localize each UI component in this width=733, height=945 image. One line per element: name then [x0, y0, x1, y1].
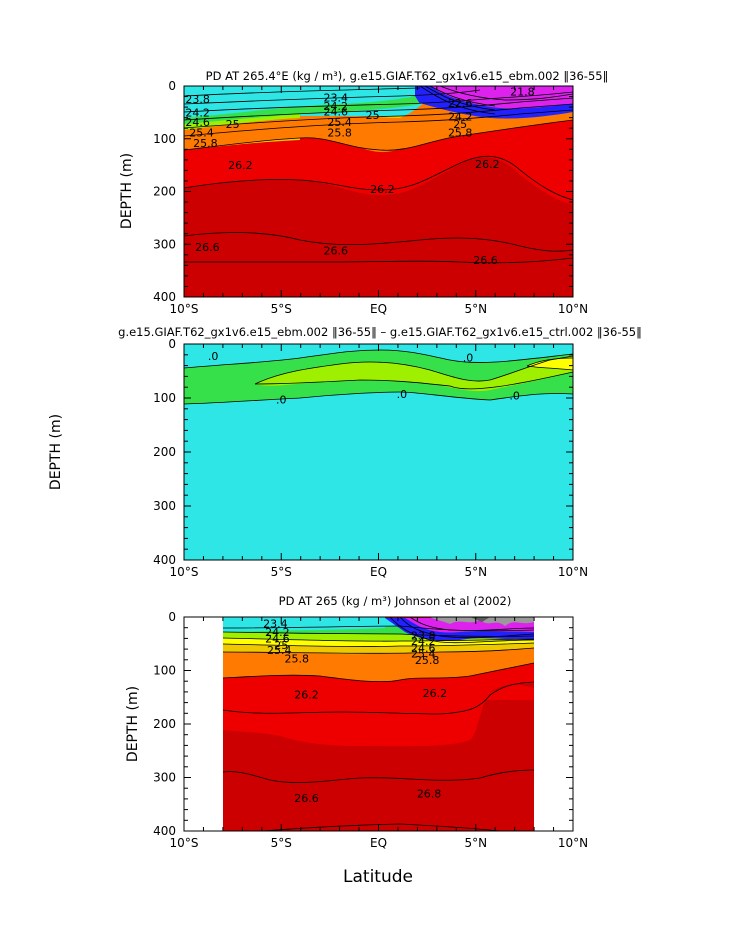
- contour-label: 21.8: [510, 85, 535, 98]
- contour-label: 24.2: [448, 111, 473, 124]
- x-tick-label: 10°S: [170, 836, 199, 850]
- panel-2-ylabel: DEPTH (m): [48, 414, 64, 490]
- contour-label: 25.4: [327, 116, 352, 129]
- contour-label: 25: [453, 118, 467, 131]
- x-tick-label: 5°N: [464, 565, 487, 579]
- y-tick-label: 400: [153, 824, 176, 838]
- y-tick-label: 300: [153, 499, 176, 513]
- panel-3-title: PD AT 265 (kg / m³) Johnson et al (2002): [279, 594, 512, 608]
- x-tick-label: 10°S: [170, 565, 199, 579]
- panel-2-contour-fill: [184, 344, 573, 560]
- x-tick-label: 5°S: [271, 302, 292, 316]
- x-tick-label: 5°N: [464, 836, 487, 850]
- contour-label: 26.6: [323, 245, 348, 258]
- x-tick-label: 10°N: [558, 565, 588, 579]
- contour-label: 24.2: [265, 626, 290, 639]
- contour-label: 26.6: [195, 241, 220, 254]
- contour-label: 24.6: [265, 632, 290, 645]
- contour-label: 26.2: [475, 158, 500, 171]
- panel-3-axes: 10°S 5°S EQ 5°N 10°N 0 100 200 300 400: [153, 610, 588, 850]
- panel-1-ylabel: DEPTH (m): [119, 153, 135, 229]
- x-tick-label: 10°S: [170, 302, 199, 316]
- x-tick-label: 5°S: [271, 836, 292, 850]
- x-tick-label: 5°N: [464, 302, 487, 316]
- contour-label: 26.2: [370, 183, 395, 196]
- contour-label: 25.4: [189, 126, 214, 139]
- contour-label: 25.8: [327, 126, 352, 139]
- contour-label: 23.4: [323, 92, 348, 105]
- x-tick-label: EQ: [370, 565, 387, 579]
- panel-1-title: PD AT 265.4°E (kg / m³), g.e15.GIAF.T62_…: [206, 69, 609, 83]
- y-tick-label: 0: [168, 79, 176, 93]
- panel-2-contour-lines: [184, 349, 573, 405]
- contour-label: 26.8: [417, 788, 442, 801]
- y-tick-label: 100: [153, 391, 176, 405]
- panel-3-contour-labels: 23.424.224.62525.425.823.824.224.625.425…: [263, 617, 447, 804]
- y-tick-label: 0: [168, 610, 176, 624]
- y-tick-label: 200: [153, 717, 176, 731]
- y-tick-label: 400: [153, 290, 176, 304]
- contour-label: .0: [208, 350, 219, 363]
- y-tick-label: 200: [153, 445, 176, 459]
- contour-label: 24.6: [411, 642, 436, 655]
- contour-label: 25.8: [448, 126, 473, 139]
- y-tick-label: 100: [153, 664, 176, 678]
- x-tick-label: EQ: [370, 836, 387, 850]
- y-tick-label: 300: [153, 237, 176, 251]
- contour-label: 24.6: [323, 105, 348, 118]
- contour-label: .0: [397, 388, 408, 401]
- panel-3: PD AT 265 (kg / m³) Johnson et al (2002): [125, 594, 588, 850]
- panel-2: g.e15.GIAF.T62_gx1v6.e15_ebm.002 ‖36-55‖…: [48, 325, 642, 579]
- contour-label: 24.2: [185, 106, 210, 119]
- contour-label: 26.2: [423, 687, 448, 700]
- contour-label: 22.6: [448, 97, 473, 110]
- panel-1-contour-lines: [184, 86, 573, 264]
- contour-label: .0: [509, 389, 520, 402]
- contour-label: 25: [366, 109, 380, 122]
- x-tick-label: EQ: [370, 302, 387, 316]
- x-axis-label: Latitude: [343, 867, 413, 887]
- y-tick-label: 400: [153, 553, 176, 567]
- panel-1: PD AT 265.4°E (kg / m³), g.e15.GIAF.T62_…: [119, 69, 608, 316]
- contour-label: 25: [226, 118, 240, 131]
- contour-label: .0: [276, 394, 287, 407]
- contour-label: 26.6: [473, 254, 498, 267]
- contour-label: 26.6: [294, 792, 319, 805]
- panel-2-title: g.e15.GIAF.T62_gx1v6.e15_ebm.002 ‖36-55‖…: [118, 325, 642, 339]
- contour-label: 24.2: [411, 635, 436, 648]
- y-tick-label: 300: [153, 771, 176, 785]
- contour-label: 24.2: [323, 100, 348, 113]
- panel-3-ylabel: DEPTH (m): [125, 686, 141, 762]
- x-tick-label: 10°N: [558, 836, 588, 850]
- contour-label: 25.8: [415, 654, 440, 667]
- panel-3-contour-lines: [223, 617, 534, 831]
- y-tick-label: 200: [153, 185, 176, 199]
- panel-2-contour-labels: .0 .0 .0 .0 .0: [208, 350, 520, 407]
- y-tick-label: 0: [168, 337, 176, 351]
- contour-label: 23.8: [411, 630, 436, 643]
- contour-label: 26.2: [294, 689, 319, 702]
- contour-label: 25: [274, 639, 288, 652]
- contour-label: 25.8: [193, 137, 218, 150]
- panel-1-axes: 10°S 5°S EQ 5°N 10°N 0 100 200 300 400: [153, 79, 588, 316]
- x-tick-label: 5°S: [271, 565, 292, 579]
- contour-label: 25.8: [285, 653, 310, 666]
- panel-2-axes: 10°S 5°S EQ 5°N 10°N 0 100 200 300 400: [153, 337, 588, 579]
- contour-label: .0: [463, 352, 474, 365]
- contour-label: 25.4: [267, 644, 292, 657]
- contour-label: 24.6: [185, 116, 210, 129]
- contour-label: 25.4: [411, 647, 436, 660]
- y-tick-label: 100: [153, 132, 176, 146]
- contour-label: 23.8: [185, 93, 210, 106]
- contour-label: 26.2: [228, 159, 253, 172]
- x-tick-label: 10°N: [558, 302, 588, 316]
